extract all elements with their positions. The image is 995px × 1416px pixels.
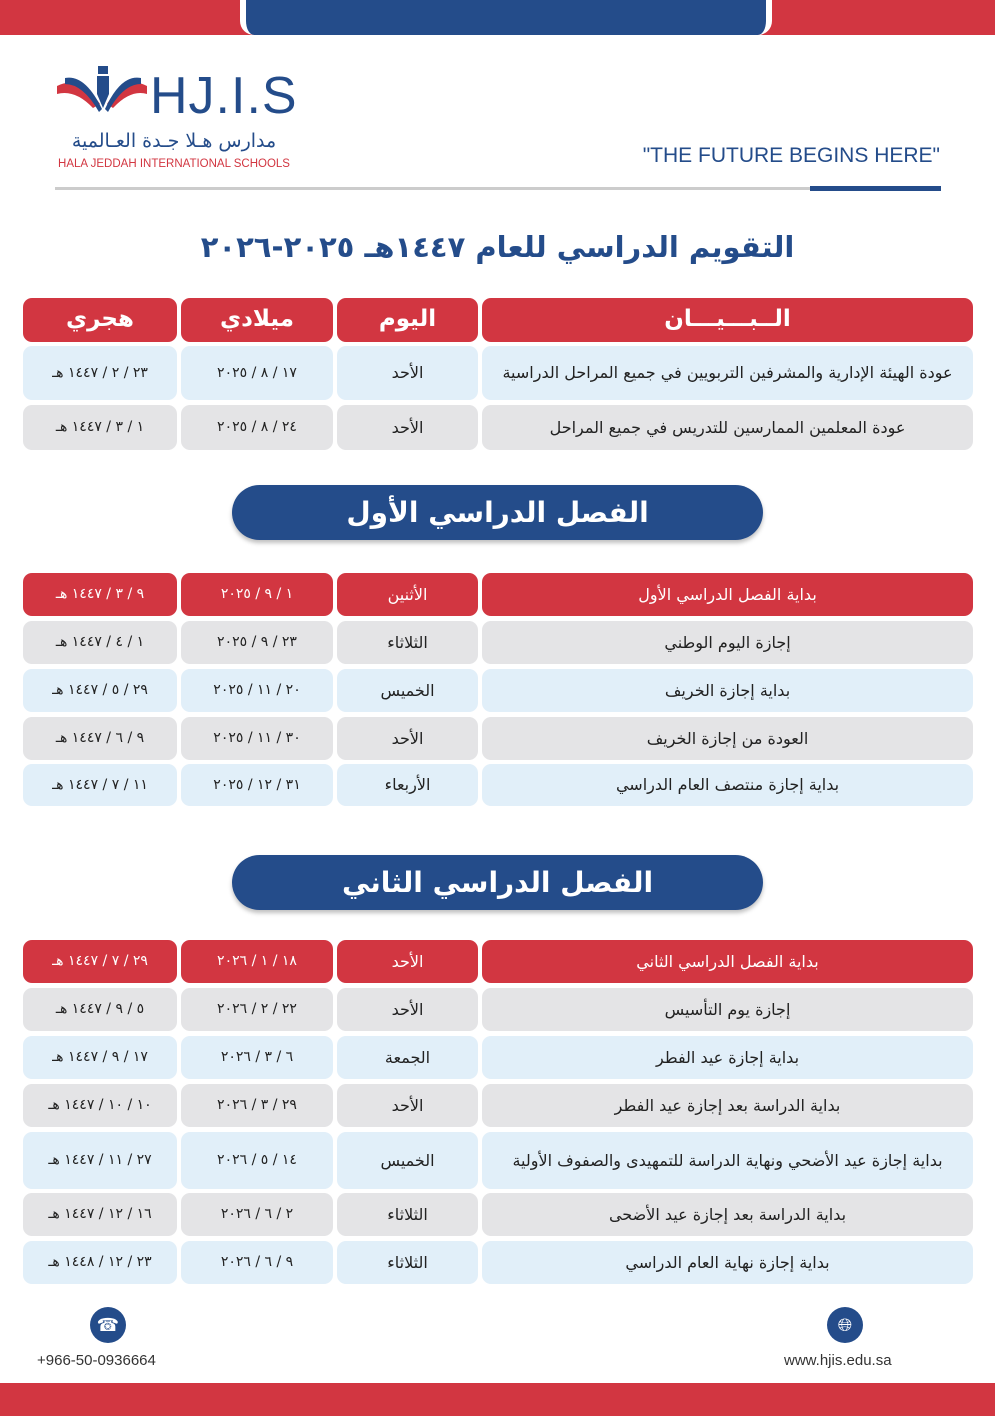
tagline: "THE FUTURE BEGINS HERE" — [642, 144, 940, 167]
semester1-row-hijri: ٩ / ٣ / ١٤٤٧ هـ — [23, 573, 177, 616]
semester2-row-day: الثلاثاء — [337, 1241, 478, 1284]
semester1-row-hijri: ١١ / ٧ / ١٤٤٧ هـ — [23, 764, 177, 806]
semester1-row-description: العودة من إجازة الخريف — [482, 717, 973, 760]
semester2-row-gregorian: ٩ / ٦ / ٢٠٢٦ — [181, 1241, 333, 1284]
header-divider — [55, 187, 940, 190]
logo-wordmark: HJ.I.S — [150, 67, 298, 125]
intro-row-hijri: ٢٣ / ٢ / ١٤٤٧ هـ — [23, 346, 177, 400]
semester2-row-description: إجازة يوم التأسيس — [482, 988, 973, 1031]
intro-row-description: عودة الهيئة الإدارية والمشرفين التربويين… — [482, 346, 973, 400]
semester1-row-day: الأحد — [337, 717, 478, 760]
semester1-row-gregorian: ٢٣ / ٩ / ٢٠٢٥ — [181, 621, 333, 664]
semester1-row-description: إجازة اليوم الوطني — [482, 621, 973, 664]
pen-book-icon — [57, 66, 147, 112]
semester1-banner: الفصل الدراسي الأول — [232, 485, 763, 540]
semester1-row-description: بداية الفصل الدراسي الأول — [482, 573, 973, 616]
school-logo — [55, 64, 305, 179]
semester2-row-gregorian: ٦ / ٣ / ٢٠٢٦ — [181, 1036, 333, 1079]
intro-row-gregorian: ١٧ / ٨ / ٢٠٢٥ — [181, 346, 333, 400]
header-gregorian: ميلادي — [181, 298, 333, 342]
semester2-row-day: الجمعة — [337, 1036, 478, 1079]
phone-number[interactable]: +966-50-0936664 — [37, 1352, 156, 1369]
semester2-row-description: بداية الفصل الدراسي الثاني — [482, 940, 973, 983]
semester1-row-gregorian: ٢٠ / ١١ / ٢٠٢٥ — [181, 669, 333, 712]
semester2-row-description: بداية إجازة نهاية العام الدراسي — [482, 1241, 973, 1284]
logo-english-name: HALA JEDDAH INTERNATIONAL SCHOOLS — [58, 158, 290, 170]
intro-row-day: الأحد — [337, 405, 478, 450]
header-hijri: هجري — [23, 298, 177, 342]
semester2-row-gregorian: ٢٢ / ٢ / ٢٠٢٦ — [181, 988, 333, 1031]
intro-row-hijri: ١ / ٣ / ١٤٤٧ هـ — [23, 405, 177, 450]
semester2-row-description: بداية الدراسة بعد إجازة عيد الفطر — [482, 1084, 973, 1127]
semester2-row-hijri: ١٠ / ١٠ / ١٤٤٧ هـ — [23, 1084, 177, 1127]
semester1-row-gregorian: ٣١ / ١٢ / ٢٠٢٥ — [181, 764, 333, 806]
top-band-tab — [240, 0, 772, 35]
semester1-row-description: بداية إجازة منتصف العام الدراسي — [482, 764, 973, 806]
semester2-row-day: الخميس — [337, 1132, 478, 1189]
intro-row-description: عودة المعلمين الممارسين للتدريس في جميع … — [482, 405, 973, 450]
intro-row-gregorian: ٢٤ / ٨ / ٢٠٢٥ — [181, 405, 333, 450]
logo-arabic-name: مدارس هـلا جـدة العـالمية — [71, 130, 277, 152]
semester2-row-hijri: ٢٧ / ١١ / ١٤٤٧ هـ — [23, 1132, 177, 1189]
semester1-row-gregorian: ١ / ٩ / ٢٠٢٥ — [181, 573, 333, 616]
semester2-row-hijri: ١٧ / ٩ / ١٤٤٧ هـ — [23, 1036, 177, 1079]
semester2-row-description: بداية إجازة عيد الفطر — [482, 1036, 973, 1079]
semester1-row-hijri: ١ / ٤ / ١٤٤٧ هـ — [23, 621, 177, 664]
semester2-banner: الفصل الدراسي الثاني — [232, 855, 763, 910]
semester2-row-hijri: ١٦ / ١٢ / ١٤٤٧ هـ — [23, 1193, 177, 1236]
semester1-row-day: الخميس — [337, 669, 478, 712]
semester1-row-day: الثلاثاء — [337, 621, 478, 664]
semester2-row-gregorian: ٢ / ٦ / ٢٠٢٦ — [181, 1193, 333, 1236]
semester2-row-description: بداية إجازة عيد الأضحي ونهاية الدراسة لل… — [482, 1132, 973, 1189]
semester1-row-day: الأربعاء — [337, 764, 478, 806]
telephone-icon: ☎ — [90, 1307, 126, 1343]
semester1-row-hijri: ٩ / ٦ / ١٤٤٧ هـ — [23, 717, 177, 760]
semester2-row-hijri: ٥ / ٩ / ١٤٤٧ هـ — [23, 988, 177, 1031]
semester1-row-description: بداية إجازة الخريف — [482, 669, 973, 712]
semester2-row-gregorian: ١٨ / ١ / ٢٠٢٦ — [181, 940, 333, 983]
website-link[interactable]: www.hjis.edu.sa — [784, 1352, 892, 1369]
globe-icon: 🌐︎ — [827, 1307, 863, 1343]
header-divider-accent — [810, 186, 941, 191]
semester2-row-gregorian: ١٤ / ٥ / ٢٠٢٦ — [181, 1132, 333, 1189]
semester1-row-gregorian: ٣٠ / ١١ / ٢٠٢٥ — [181, 717, 333, 760]
semester1-row-day: الأثنين — [337, 573, 478, 616]
semester2-row-hijri: ٢٩ / ٧ / ١٤٤٧ هـ — [23, 940, 177, 983]
semester1-row-hijri: ٢٩ / ٥ / ١٤٤٧ هـ — [23, 669, 177, 712]
intro-row-day: الأحد — [337, 346, 478, 400]
header-day: اليوم — [337, 298, 478, 342]
semester2-row-gregorian: ٢٩ / ٣ / ٢٠٢٦ — [181, 1084, 333, 1127]
page-title: التقويم الدراسي للعام ١٤٤٧هـ ٢٠٢٥-٢٠٢٦ — [200, 230, 795, 264]
semester2-row-day: الأحد — [337, 940, 478, 983]
semester2-row-description: بداية الدراسة بعد إجازة عيد الأضحى — [482, 1193, 973, 1236]
semester2-row-day: الأحد — [337, 988, 478, 1031]
bottom-band — [0, 1383, 995, 1416]
semester2-row-hijri: ٢٣ / ١٢ / ١٤٤٨ هـ — [23, 1241, 177, 1284]
header-description: الــبـــيـــان — [482, 298, 973, 342]
semester2-row-day: الأحد — [337, 1084, 478, 1127]
semester2-row-day: الثلاثاء — [337, 1193, 478, 1236]
